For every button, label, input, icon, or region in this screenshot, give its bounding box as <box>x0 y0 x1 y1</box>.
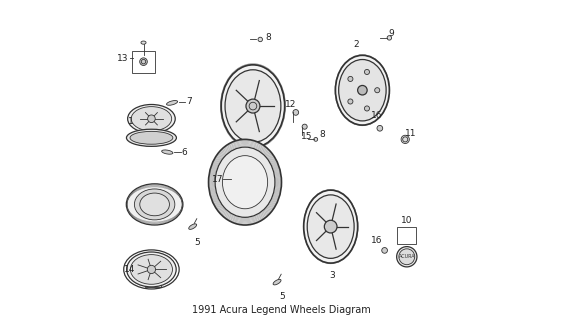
Ellipse shape <box>135 189 175 220</box>
Ellipse shape <box>189 224 196 229</box>
Text: 14: 14 <box>123 265 135 274</box>
Text: 3: 3 <box>329 271 335 280</box>
Text: 17: 17 <box>212 174 224 184</box>
Circle shape <box>358 85 367 95</box>
Circle shape <box>364 69 369 75</box>
Text: 5: 5 <box>279 292 285 301</box>
Circle shape <box>377 125 383 131</box>
Ellipse shape <box>215 147 275 217</box>
Ellipse shape <box>162 150 173 154</box>
Circle shape <box>293 109 298 115</box>
Ellipse shape <box>225 70 281 142</box>
Ellipse shape <box>167 100 177 105</box>
Ellipse shape <box>222 156 267 209</box>
Ellipse shape <box>127 129 176 146</box>
Text: 12: 12 <box>285 100 297 109</box>
Text: 7: 7 <box>186 97 193 106</box>
Text: 6: 6 <box>182 148 187 156</box>
Ellipse shape <box>128 105 175 133</box>
Ellipse shape <box>130 132 173 144</box>
Circle shape <box>399 249 415 265</box>
Text: 8: 8 <box>319 130 325 139</box>
Text: 15: 15 <box>301 132 312 141</box>
Text: 1: 1 <box>128 117 133 126</box>
Circle shape <box>246 99 260 113</box>
Circle shape <box>324 220 337 233</box>
Circle shape <box>314 138 318 141</box>
Circle shape <box>387 36 392 40</box>
Ellipse shape <box>307 195 354 258</box>
Ellipse shape <box>221 65 285 147</box>
Circle shape <box>382 248 387 253</box>
Text: 11: 11 <box>405 129 417 138</box>
Circle shape <box>397 247 417 267</box>
Ellipse shape <box>127 252 176 287</box>
Circle shape <box>148 265 155 274</box>
Ellipse shape <box>131 107 172 131</box>
Ellipse shape <box>140 193 169 216</box>
Ellipse shape <box>126 184 183 225</box>
Ellipse shape <box>131 255 172 284</box>
Text: 8: 8 <box>265 33 271 42</box>
Bar <box>145 269 161 287</box>
Bar <box>132 51 155 73</box>
Text: ACURA: ACURA <box>399 254 415 259</box>
Text: 16: 16 <box>371 111 382 120</box>
Ellipse shape <box>273 279 281 285</box>
Circle shape <box>302 124 307 129</box>
Circle shape <box>375 88 380 93</box>
Text: 2: 2 <box>353 40 359 49</box>
Bar <box>397 227 416 244</box>
Text: 10: 10 <box>401 216 413 225</box>
Circle shape <box>401 135 409 143</box>
Text: 5: 5 <box>195 238 200 247</box>
Ellipse shape <box>336 55 390 125</box>
Ellipse shape <box>208 140 282 225</box>
Circle shape <box>258 37 262 42</box>
Text: 1991 Acura Legend Wheels Diagram: 1991 Acura Legend Wheels Diagram <box>192 305 371 316</box>
Circle shape <box>348 99 353 104</box>
Text: 13: 13 <box>117 54 128 63</box>
Circle shape <box>364 106 369 111</box>
Text: 9: 9 <box>388 28 394 38</box>
Ellipse shape <box>303 190 358 263</box>
Circle shape <box>148 115 155 123</box>
Ellipse shape <box>141 41 146 44</box>
Text: 16: 16 <box>371 236 382 245</box>
Circle shape <box>348 76 353 82</box>
Ellipse shape <box>339 60 386 121</box>
Circle shape <box>140 58 148 66</box>
